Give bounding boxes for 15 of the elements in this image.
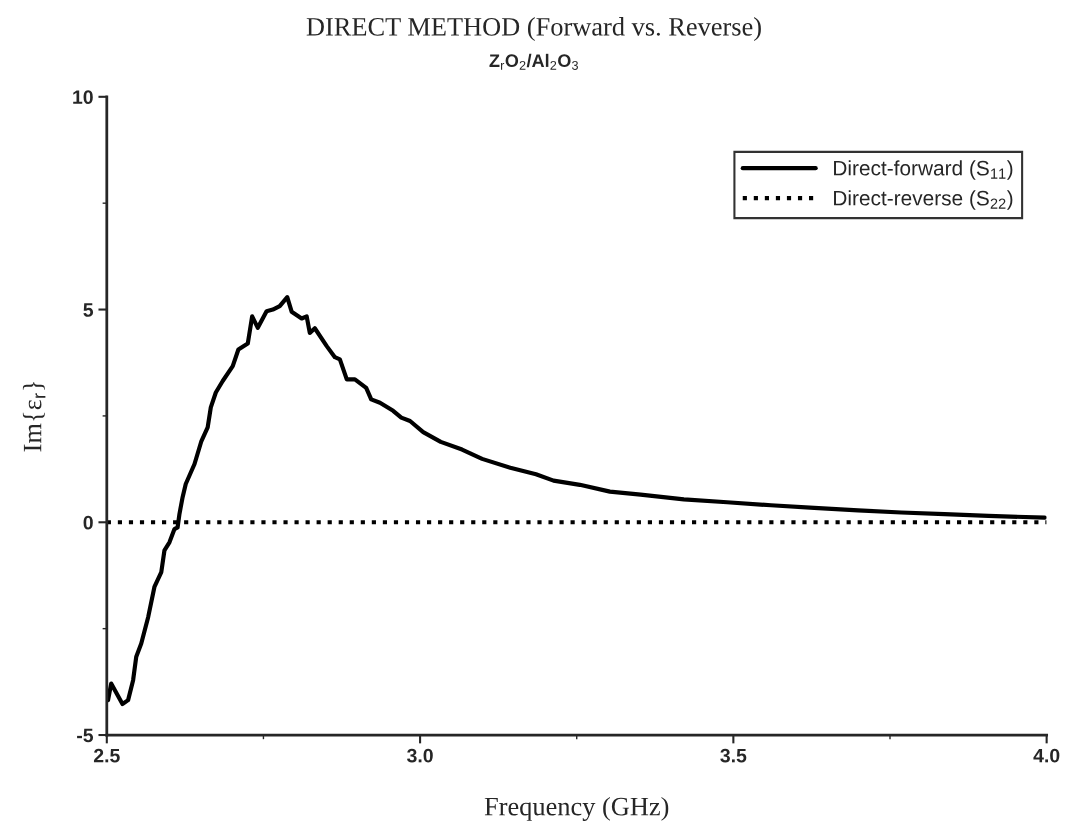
- x-tick-label: 3.0: [407, 748, 433, 763]
- legend-label: Direct-forward (S$_{11}$): [834, 160, 1013, 180]
- chart-title: DIRECT METHOD (Forward vs. Reverse): [306, 17, 761, 42]
- y-tick-label: 5: [83, 303, 94, 317]
- line-series: [106, 295, 1047, 707]
- x-tick-label: 3.5: [720, 748, 747, 763]
- x-tick-label: 4.0: [1033, 748, 1060, 763]
- y-tick-label: 10: [73, 90, 93, 105]
- chart-subtitle: Z$_{r}$O$_{2}$/Al$_{2}$O$_{3}$: [489, 53, 578, 70]
- legend-label: Direct-reverse (S$_{22}$): [834, 190, 1013, 210]
- x-axis-title: Frequency (GHz): [484, 796, 669, 821]
- y-tick-label: 0: [83, 515, 93, 530]
- y-tick-label: -5: [77, 728, 94, 743]
- y-axis-title: Im{ε$_{r}$}: [22, 381, 46, 452]
- x-tick-label: 2.5: [93, 748, 120, 763]
